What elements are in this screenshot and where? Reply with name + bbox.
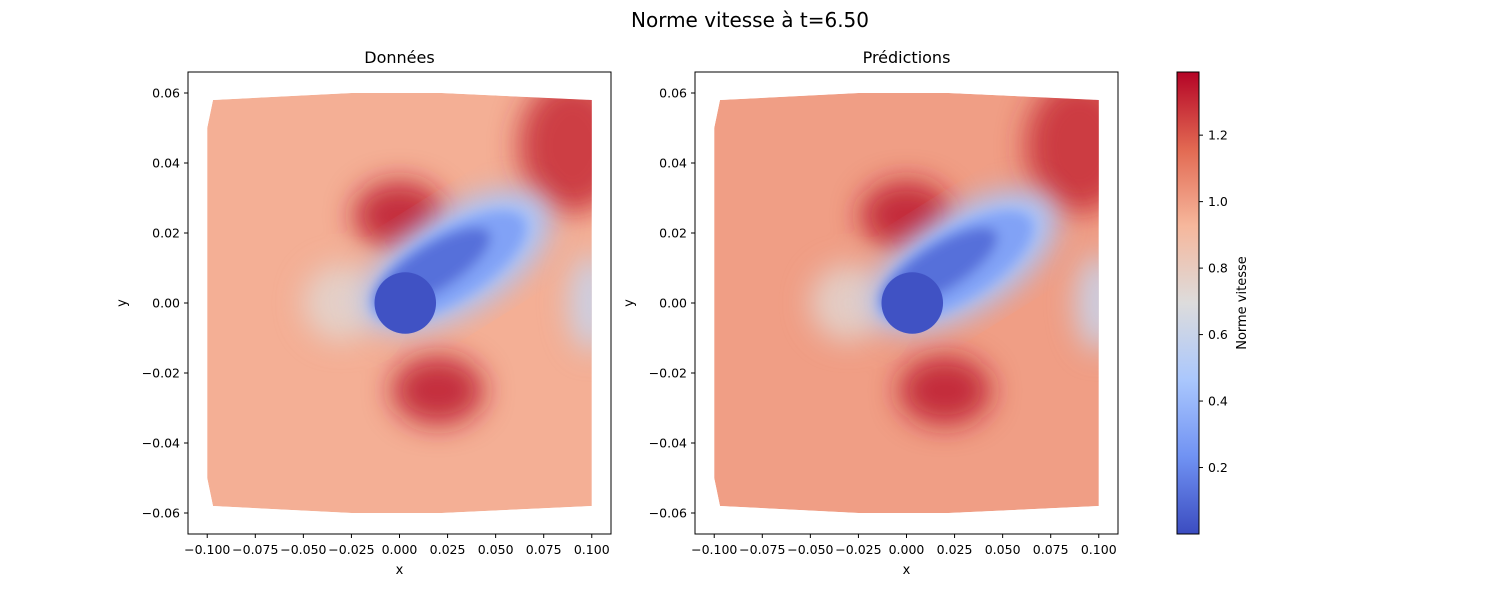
axes-title: Données	[364, 48, 434, 67]
x-tick-label: 0.000	[382, 542, 418, 557]
high-zone	[518, 93, 592, 213]
panel-donnees: Données −0.100 −0.075 −0.050 −0.025 0.000 0.02…	[115, 48, 612, 578]
y-tick-label: 0.00	[152, 296, 180, 311]
y-tick-label: −0.06	[649, 506, 687, 521]
y-tick-label: −0.02	[142, 366, 180, 381]
high-zone	[898, 355, 992, 426]
x-tick-label: 0.050	[985, 542, 1021, 557]
y-tick-label: 0.06	[659, 86, 687, 101]
x-tick-label: −0.050	[280, 542, 326, 557]
x-tick-label: −0.100	[184, 542, 230, 557]
x-tick-label: 0.000	[889, 542, 925, 557]
upstream-zone	[303, 264, 381, 342]
cylinder-blob	[374, 272, 437, 334]
outlet-zone	[568, 254, 592, 352]
colorbar-tick-label: 1.0	[1208, 194, 1228, 209]
x-tick-label: −0.075	[232, 542, 278, 557]
high-zone	[1025, 93, 1099, 213]
y-tick-label: 0.06	[152, 86, 180, 101]
colorbar-frame	[1176, 71, 1200, 535]
y-tick-label: 0.02	[152, 226, 180, 241]
cylinder-blob	[881, 272, 944, 334]
y-tick-label: −0.06	[142, 506, 180, 521]
x-tick-label: 0.025	[937, 542, 973, 557]
x-tick-label: −0.025	[835, 542, 881, 557]
panel-predictions: Prédictions−0.100 −0.075 −0.050 −0.025 0.000…	[622, 48, 1119, 578]
colorbar-label: Norme vitesse	[1235, 256, 1250, 350]
x-tick-label: −0.050	[787, 542, 833, 557]
colorbar-tick-label: 1.2	[1208, 128, 1228, 143]
y-tick-label: 0.04	[659, 156, 687, 171]
x-tick-label: −0.025	[328, 542, 374, 557]
colorbar: 0.2 0.4 0.6 0.8 1.0 1.2 Norme vitesse	[1176, 71, 1250, 535]
x-tick-label: 0.100	[574, 542, 610, 557]
colorbar-gradient	[1177, 72, 1199, 534]
x-tick-label: 0.075	[526, 542, 562, 557]
upstream-zone	[810, 264, 888, 342]
y-axis-label: y	[622, 299, 637, 307]
x-tick-label: 0.025	[430, 542, 466, 557]
x-tick-label: −0.075	[739, 542, 785, 557]
y-axis-label: y	[115, 299, 130, 307]
y-tick-label: 0.04	[152, 156, 180, 171]
colorbar-tick-label: 0.2	[1208, 460, 1228, 475]
y-tick-label: 0.00	[659, 296, 687, 311]
y-tick-label: −0.02	[649, 366, 687, 381]
colorbar-tick-label: 0.4	[1208, 394, 1228, 409]
x-tick-label: −0.100	[691, 542, 737, 557]
colorbar-tick-label: 0.8	[1208, 261, 1228, 276]
x-tick-label: 0.100	[1081, 542, 1117, 557]
x-tick-label: 0.075	[1033, 542, 1069, 557]
colorbar-tick-label: 0.6	[1208, 327, 1228, 342]
outlet-zone	[1075, 254, 1099, 352]
x-tick-label: 0.050	[478, 542, 514, 557]
y-tick-label: −0.04	[649, 436, 687, 451]
x-axis-label: x	[396, 563, 404, 578]
velocity-field	[207, 93, 592, 513]
x-axis-label: x	[903, 563, 911, 578]
figure-suptitle: Norme vitesse à t=6.50	[631, 8, 869, 32]
y-tick-label: −0.04	[142, 436, 180, 451]
velocity-field	[714, 93, 1099, 513]
y-tick-label: 0.02	[659, 226, 687, 241]
axes-title: Prédictions	[863, 48, 951, 67]
high-zone	[391, 355, 485, 426]
